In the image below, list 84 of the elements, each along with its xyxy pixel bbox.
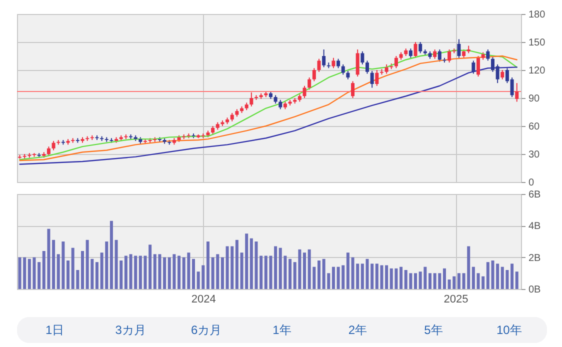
y-tick-label: 150 — [528, 38, 546, 48]
candlestick — [408, 48, 412, 58]
y-tick-label: 6B — [528, 190, 542, 200]
text: 6カ月 — [190, 323, 222, 337]
bar — [515, 272, 518, 289]
y-tick-label: 2B — [528, 252, 542, 264]
text: 2年 — [348, 323, 368, 337]
candlestick — [476, 56, 480, 78]
candlestick — [375, 70, 379, 86]
candlestick — [322, 48, 326, 68]
bar — [124, 256, 128, 289]
bar — [95, 262, 98, 289]
y-tick-label: 120 — [528, 66, 546, 76]
bar — [428, 273, 432, 289]
candlestick — [336, 58, 340, 69]
candlestick — [46, 146, 50, 156]
candlestick — [278, 99, 282, 110]
candlestick — [332, 57, 336, 69]
y-tick-label: 60 — [528, 122, 540, 132]
candlestick — [250, 92, 254, 107]
bar — [220, 257, 224, 289]
candlestick — [308, 76, 312, 90]
bar — [235, 240, 238, 289]
candlestick — [433, 48, 437, 60]
candlestick — [302, 85, 306, 98]
bar — [274, 246, 278, 289]
y-tick-label: 0 — [528, 178, 534, 188]
candlestick — [500, 70, 504, 80]
candlestick — [486, 48, 490, 62]
bar — [510, 264, 514, 289]
bar — [110, 220, 113, 289]
candlestick — [457, 38, 461, 58]
bar — [332, 266, 335, 289]
bar — [52, 240, 56, 289]
bar — [288, 258, 292, 289]
bar — [414, 273, 418, 289]
text: 3カ月 — [115, 323, 146, 337]
candlestick — [370, 70, 374, 88]
bar — [192, 258, 196, 289]
y-tick-label: 4B — [528, 221, 542, 232]
bar — [66, 260, 70, 289]
bar — [148, 244, 152, 289]
bar — [317, 260, 320, 289]
candlestick — [418, 42, 422, 54]
candlestick — [52, 140, 56, 151]
bar — [303, 252, 306, 289]
candlestick — [515, 82, 519, 102]
bar — [385, 265, 388, 289]
text: 1年 — [272, 323, 292, 337]
candlestick — [394, 56, 398, 69]
candlestick — [312, 68, 316, 82]
text: 1日 — [46, 323, 64, 337]
candlestick — [414, 42, 418, 58]
bar — [442, 268, 446, 289]
bar — [81, 251, 84, 289]
bar — [163, 257, 166, 289]
x-tick-label: 2025 — [444, 294, 468, 306]
y-tick-label: 180 — [528, 10, 546, 20]
bar — [400, 266, 403, 289]
bar — [38, 262, 41, 289]
y-tick-label: 30 — [528, 150, 540, 160]
candlestick — [366, 60, 369, 74]
bar — [178, 256, 181, 289]
candlestick — [360, 50, 364, 65]
bar — [457, 273, 460, 289]
bar — [260, 256, 263, 289]
bar — [206, 242, 210, 289]
candlestick — [438, 48, 442, 62]
candlestick — [356, 48, 360, 78]
candlestick — [448, 48, 452, 64]
text: 10年 — [496, 323, 522, 337]
candlestick — [351, 80, 355, 98]
bar — [370, 264, 374, 289]
bar — [496, 264, 500, 289]
candlestick — [317, 58, 321, 72]
y-tick-label: 0B — [528, 284, 542, 296]
candlestick — [341, 64, 345, 76]
bar — [472, 266, 475, 289]
x-tick-label: 2024 — [191, 294, 216, 306]
candlestick — [472, 60, 476, 74]
bar — [346, 252, 350, 289]
candlestick — [384, 64, 388, 74]
text: 5年 — [424, 323, 443, 337]
y-tick-label: 90 — [528, 94, 540, 104]
